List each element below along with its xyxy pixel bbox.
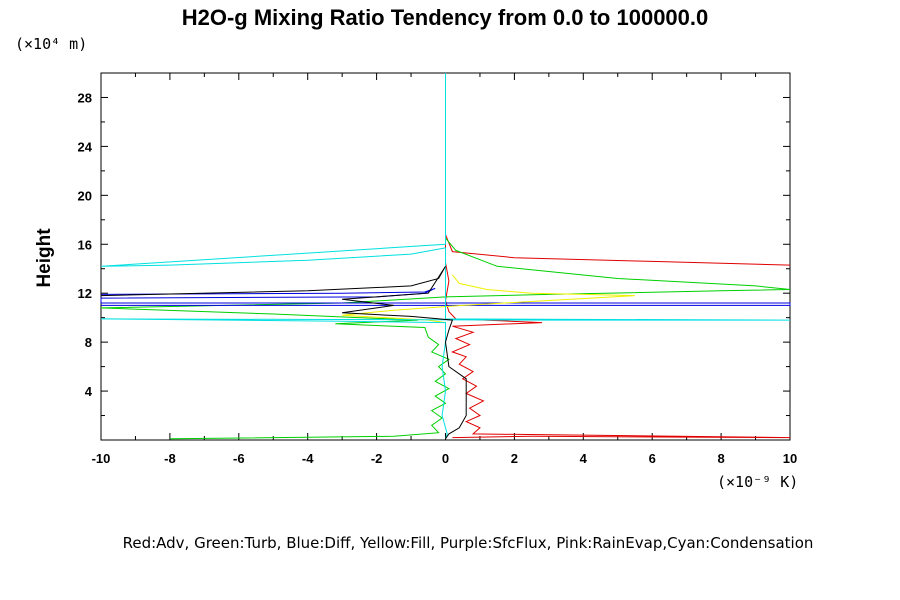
series-group: [100, 73, 791, 440]
series-line-condensation: [100, 73, 791, 439]
x-tick-label: -10: [92, 451, 111, 466]
x-unit-label: (×10⁻⁹ K): [717, 473, 798, 491]
x-tick-label: -4: [302, 451, 314, 466]
y-unit-label: (×10⁴ m): [15, 35, 87, 53]
y-tick-label: 8: [85, 335, 92, 350]
legend: Red:Adv, Green:Turb, Blue:Diff, Yellow:F…: [123, 534, 814, 552]
x-tick-label: 0: [442, 451, 449, 466]
y-tick-label: 20: [78, 188, 92, 203]
series-line-fill: [342, 274, 636, 324]
series-line-total: [100, 266, 467, 440]
y-tick-label: 4: [85, 384, 93, 399]
y-tick-label: 16: [78, 237, 92, 252]
x-tick-label: 10: [783, 451, 797, 466]
y-tick-label: 24: [78, 139, 93, 154]
series-line-adv: [444, 234, 791, 439]
x-tick-label: -6: [233, 451, 245, 466]
chart-title: H2O-g Mixing Ratio Tendency from 0.0 to …: [182, 5, 709, 30]
series-line-diff: [100, 287, 791, 306]
x-tick-label: 6: [649, 451, 656, 466]
x-tick-label: 4: [580, 451, 588, 466]
x-tick-label: 8: [717, 451, 724, 466]
y-tick-label: 28: [78, 90, 92, 105]
series-line-turb: [100, 237, 791, 440]
x-tick-label: -2: [371, 451, 383, 466]
y-tick-label: 12: [78, 286, 92, 301]
y-axis-label: Height: [34, 228, 55, 288]
x-tick-label: 2: [511, 451, 518, 466]
x-tick-label: -8: [164, 451, 176, 466]
